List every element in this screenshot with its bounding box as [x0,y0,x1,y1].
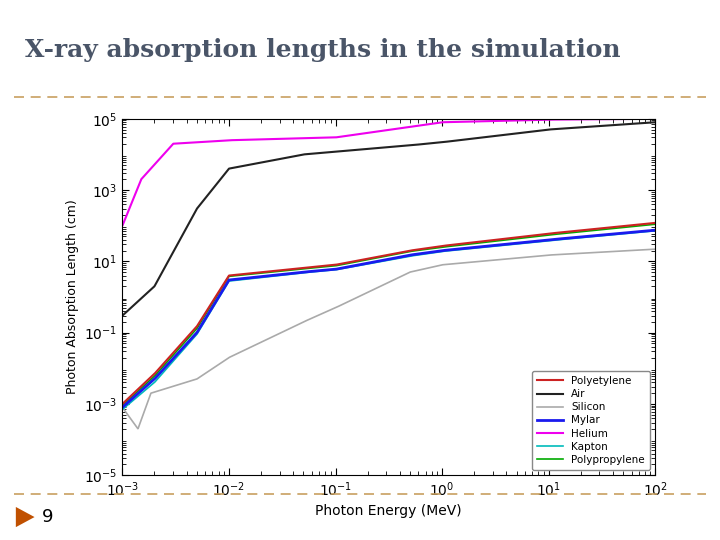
Polypropylene [636,222,644,229]
Helium [651,116,660,122]
Kapton [145,383,154,390]
Helium [636,116,644,122]
Air [651,119,660,125]
Polyetylene [377,253,386,259]
Polyetylene [538,231,546,238]
Mylar [145,380,154,387]
Air [145,287,154,294]
Polypropylene [118,402,127,409]
Mylar [636,228,644,235]
Kapton [363,261,372,267]
Polypropylene [377,254,386,260]
Helium [635,116,644,122]
Air [636,120,644,126]
Kapton [635,229,644,235]
Polypropylene [635,222,644,229]
Air [118,313,127,319]
Kapton [636,229,644,235]
Helium [377,127,386,134]
Polyetylene [363,255,372,262]
Mylar [538,238,546,244]
Polypropylene [538,233,546,239]
Silicon [133,426,142,432]
Line: Mylar: Mylar [122,230,655,407]
Mylar [651,227,660,233]
Mylar [363,260,372,266]
Helium [118,222,127,229]
Helium [145,167,154,173]
Polyetylene [651,220,660,226]
Y-axis label: Photon Absorption Length (cm): Photon Absorption Length (cm) [66,200,78,394]
Legend: Polyetylene, Air, Silicon, Mylar, Helium, Kapton, Polypropylene: Polyetylene, Air, Silicon, Mylar, Helium… [531,371,650,470]
Polypropylene [363,256,372,263]
Kapton [118,406,127,413]
Kapton [651,227,660,234]
Line: Polypropylene: Polypropylene [122,224,655,406]
Kapton [538,238,546,245]
Polyetylene [145,375,154,382]
Line: Kapton: Kapton [122,231,655,409]
Line: Silicon: Silicon [122,249,655,429]
Mylar [635,228,644,235]
Air [635,120,644,126]
Air [377,145,386,151]
Silicon [651,246,660,252]
Polyetylene [118,401,127,407]
Silicon [636,247,644,253]
Mylar [377,257,386,264]
Silicon [538,252,546,259]
Line: Helium: Helium [122,119,655,226]
Polyetylene [635,221,644,228]
Air [363,146,372,152]
Polypropylene [651,221,660,227]
Polygon shape [16,507,35,527]
Mylar [118,404,127,410]
Helium [363,130,372,136]
Text: X-ray absorption lengths in the simulation: X-ray absorption lengths in the simulati… [25,38,621,63]
Text: 9: 9 [42,508,53,526]
Polypropylene [145,377,154,384]
Silicon [145,393,154,399]
Polyetylene [636,221,644,228]
Line: Air: Air [122,122,655,316]
Silicon [636,247,644,253]
Kapton [377,258,386,265]
X-axis label: Photon Energy (MeV): Photon Energy (MeV) [315,504,462,518]
Line: Polyetylene: Polyetylene [122,223,655,404]
Silicon [377,282,386,289]
Silicon [364,289,372,295]
Helium [538,117,546,123]
Silicon [118,404,127,410]
Air [538,127,546,133]
